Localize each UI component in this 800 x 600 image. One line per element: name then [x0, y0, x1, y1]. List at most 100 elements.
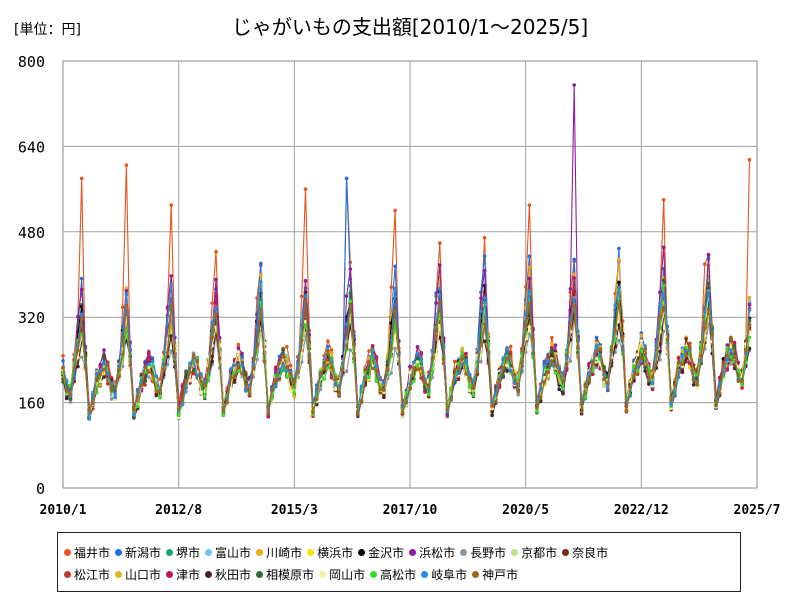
data-point	[79, 276, 84, 281]
legend-label: 秋田市	[215, 567, 252, 582]
data-point	[318, 371, 323, 376]
data-point	[553, 371, 558, 375]
data-point	[572, 272, 576, 277]
legend-marker	[511, 548, 519, 556]
data-point	[102, 360, 106, 365]
data-point	[426, 384, 431, 389]
data-point	[147, 351, 151, 356]
data-point	[490, 413, 494, 418]
data-point	[482, 293, 487, 297]
data-point	[594, 356, 599, 361]
data-point	[326, 348, 330, 353]
data-point	[61, 358, 65, 363]
legend-marker	[409, 548, 417, 556]
data-point	[479, 343, 483, 348]
data-point	[650, 387, 655, 392]
data-point	[147, 362, 151, 366]
data-point	[98, 372, 103, 377]
data-point	[501, 356, 506, 360]
data-point	[456, 371, 461, 376]
data-point	[113, 385, 117, 389]
data-point	[732, 366, 737, 371]
data-point	[624, 408, 629, 413]
data-point	[106, 382, 110, 386]
data-point	[505, 346, 509, 351]
data-point	[184, 378, 188, 383]
legend-item: 高松市	[370, 566, 416, 583]
data-point	[747, 308, 752, 312]
data-point	[79, 176, 84, 181]
data-point	[419, 376, 424, 380]
data-point	[505, 369, 509, 373]
legend-label: 長野市	[470, 545, 507, 560]
data-point	[333, 377, 338, 382]
data-point	[259, 307, 263, 312]
data-point	[531, 337, 535, 341]
data-point	[348, 303, 353, 307]
data-point	[613, 303, 617, 308]
data-point	[244, 373, 248, 377]
legend-label: 富山市	[215, 545, 252, 560]
data-point	[617, 302, 621, 307]
legend-item: 横浜市	[307, 544, 353, 561]
data-point	[68, 392, 73, 396]
data-point	[471, 393, 476, 398]
data-point	[613, 345, 617, 349]
data-point	[445, 413, 450, 418]
data-point	[620, 335, 625, 339]
data-point	[83, 365, 88, 369]
data-point	[602, 383, 606, 388]
data-point	[300, 294, 304, 299]
data-point	[557, 365, 561, 370]
data-point	[393, 286, 397, 291]
data-point	[132, 408, 136, 413]
data-point	[550, 335, 554, 340]
data-point	[747, 157, 752, 162]
data-point	[423, 390, 427, 394]
legend-marker	[421, 570, 429, 578]
data-point	[661, 198, 666, 202]
data-point	[359, 398, 364, 403]
data-point	[747, 335, 752, 340]
data-point	[303, 298, 308, 303]
data-point	[195, 359, 200, 363]
data-point	[419, 352, 424, 357]
data-point	[617, 285, 621, 290]
data-point	[732, 355, 737, 360]
legend-marker	[64, 548, 71, 556]
data-point	[553, 351, 558, 356]
data-point	[288, 372, 293, 376]
data-point	[434, 329, 438, 334]
data-point	[527, 276, 532, 281]
data-point	[464, 372, 468, 376]
data-point	[546, 354, 550, 359]
legend-marker	[358, 548, 366, 556]
legend-marker	[256, 570, 264, 578]
data-point	[180, 402, 185, 407]
data-point	[661, 245, 666, 250]
data-point	[561, 379, 565, 383]
data-point	[98, 369, 103, 373]
data-point	[210, 301, 214, 305]
data-point	[408, 370, 412, 375]
data-point	[706, 290, 711, 295]
data-point	[326, 366, 330, 370]
data-point	[695, 383, 700, 387]
data-point	[732, 340, 737, 345]
legend-label: 津市	[176, 567, 201, 582]
x-tick-label: 2015/3	[271, 503, 318, 518]
data-point	[337, 393, 341, 398]
data-point	[594, 349, 599, 354]
legend-label: 福井市	[74, 545, 111, 560]
data-point	[329, 376, 334, 380]
data-point	[527, 289, 532, 293]
legend-marker	[319, 570, 327, 578]
legend-item: 津市	[166, 566, 200, 583]
data-point	[348, 348, 353, 352]
data-point	[479, 309, 483, 314]
data-point	[143, 383, 147, 387]
data-point	[251, 366, 256, 371]
data-point	[236, 363, 241, 368]
data-point	[535, 409, 539, 414]
data-point	[232, 378, 237, 382]
